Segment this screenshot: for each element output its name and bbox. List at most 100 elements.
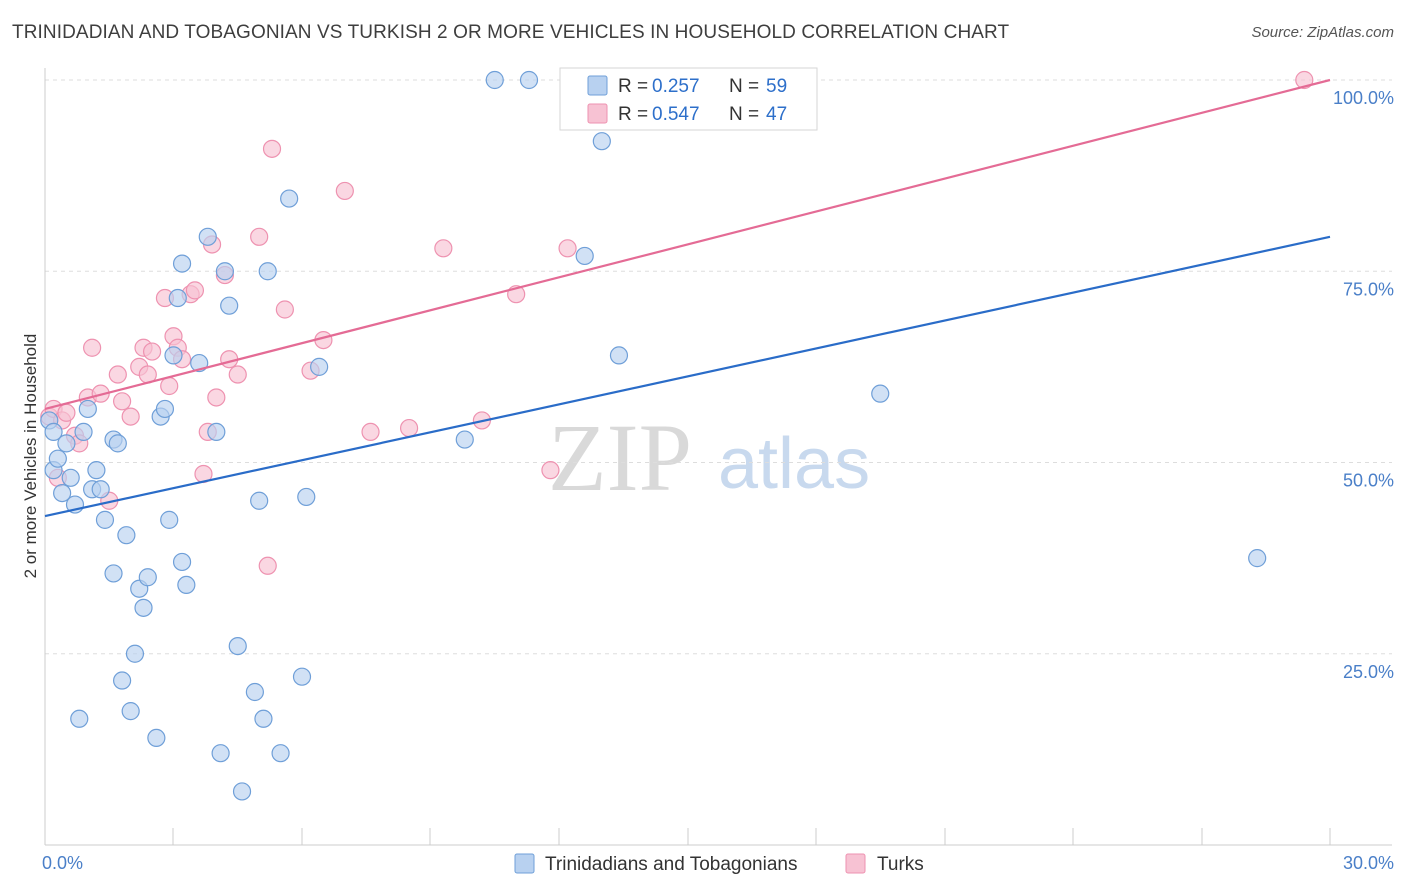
turks-point: [335, 181, 354, 201]
y-axis-title: 2 or more Vehicles in Household: [21, 334, 40, 579]
trinidadians-point: [232, 782, 252, 801]
legend-n-value-blue: 59: [766, 76, 787, 97]
legend-swatch-pink: [587, 103, 608, 124]
trinidadians-point: [70, 709, 89, 728]
y-tick-label: 100.0%: [1333, 88, 1394, 108]
trend-line-trinidadians: [44, 235, 1331, 518]
trinidadians-point: [280, 189, 299, 208]
turks-point: [1295, 70, 1314, 90]
series-trinidadians: [40, 70, 1267, 801]
trinidadians-point: [211, 744, 230, 763]
y-tick-labels: 25.0% 50.0% 75.0% 100.0%: [1333, 88, 1394, 682]
x-tick-max: 30.0%: [1343, 853, 1394, 873]
turks-point: [207, 388, 226, 407]
turks-point: [275, 300, 294, 319]
trinidadians-point: [258, 262, 277, 281]
trinidadians-point: [220, 296, 239, 315]
y-tick-label: 25.0%: [1343, 662, 1394, 682]
turks-point: [541, 461, 560, 480]
trinidadians-point: [44, 422, 63, 441]
trinidadians-point: [48, 449, 67, 468]
trinidadians-point: [172, 254, 192, 273]
trinidadians-point: [575, 246, 594, 266]
trinidadians-point: [228, 636, 247, 656]
turks-point: [250, 227, 269, 246]
trinidadians-point: [254, 709, 273, 728]
turks-point: [558, 239, 577, 258]
bottom-legend-swatch-pink: [845, 853, 866, 874]
turks-point: [160, 376, 179, 396]
chart-title: TRINIDADIAN AND TOBAGONIAN VS TURKISH 2 …: [12, 22, 1010, 43]
turks-point: [142, 342, 162, 361]
trinidadians-point: [592, 132, 611, 151]
trinidadians-point: [53, 484, 72, 503]
trinidadians-point: [177, 575, 196, 595]
trinidadians-point: [91, 480, 110, 499]
trinidadians-point: [207, 422, 226, 441]
trinidadians-point: [87, 461, 106, 480]
trinidadians-point: [292, 667, 312, 686]
trinidadians-point: [455, 430, 474, 449]
bottom-legend-swatch-blue: [514, 853, 535, 874]
watermark-zip: ZIP: [548, 404, 692, 511]
trinidadians-point: [78, 399, 97, 419]
legend-n-value-pink: 47: [766, 104, 787, 125]
legend-r-value-blue: 0.257: [652, 76, 700, 97]
turks-point: [83, 338, 102, 357]
legend-n-label-pink: N =: [729, 104, 759, 125]
trinidadians-point: [1248, 549, 1267, 568]
trinidadians-point: [125, 644, 145, 663]
trinidadians-point: [160, 510, 179, 529]
y-tick-label: 50.0%: [1343, 471, 1394, 491]
legend-n-label-blue: N =: [729, 76, 759, 97]
turks-point: [434, 239, 453, 258]
turks-point: [399, 418, 419, 438]
turks-point: [108, 365, 127, 384]
trinidadians-point: [172, 552, 192, 572]
trinidadians-point: [155, 399, 175, 419]
turks-point: [258, 556, 277, 575]
turks-point: [112, 392, 132, 411]
gridlines: [45, 79, 1392, 655]
bottom-legend-label-blue: Trinidadians and Tobagonians: [545, 854, 797, 875]
trinidadians-point: [519, 70, 539, 90]
bottom-legend-label-pink: Turks: [877, 854, 924, 875]
trinidadians-point: [117, 526, 136, 545]
turks-point: [57, 403, 76, 422]
bottom-legend: Trinidadians and Tobagonians Turks: [514, 853, 924, 875]
legend-swatch-blue: [587, 75, 608, 96]
trinidadians-point: [95, 510, 115, 529]
trinidadians-point: [112, 671, 132, 690]
trend-line-turks: [44, 78, 1331, 411]
trinidadians-point: [104, 564, 123, 583]
trinidadians-point: [871, 384, 890, 403]
x-tick-min: 0.0%: [42, 853, 83, 873]
legend-r-value-pink: 0.547: [652, 104, 700, 125]
trinidadians-point: [61, 468, 80, 487]
trinidadians-point: [245, 682, 264, 702]
legend-r-label-blue: R =: [618, 76, 648, 97]
turks-point: [185, 281, 205, 300]
trinidadians-point: [297, 487, 316, 507]
trend-lines: [44, 78, 1331, 518]
trinidadians-point: [310, 357, 329, 376]
source-label: Source: ZipAtlas.com: [1251, 24, 1394, 41]
turks-point: [361, 422, 380, 441]
watermark-atlas: atlas: [718, 424, 870, 504]
trinidadians-point: [198, 227, 217, 246]
trinidadians-point: [74, 422, 93, 441]
trinidadians-point: [108, 434, 127, 453]
legend-r-label-pink: R =: [618, 104, 648, 125]
trinidadians-point: [121, 702, 140, 721]
stats-legend: R = 0.257 N = 59 R = 0.547 N = 47: [559, 67, 818, 131]
axes: [44, 68, 1392, 846]
trinidadians-point: [164, 346, 183, 365]
trinidadians-point: [147, 728, 166, 748]
trinidadians-point: [271, 744, 290, 763]
trinidadians-point: [250, 491, 269, 510]
trinidadians-point: [485, 70, 504, 90]
turks-point: [228, 365, 247, 384]
trinidadians-point: [609, 346, 629, 365]
trinidadians-point: [168, 288, 187, 308]
